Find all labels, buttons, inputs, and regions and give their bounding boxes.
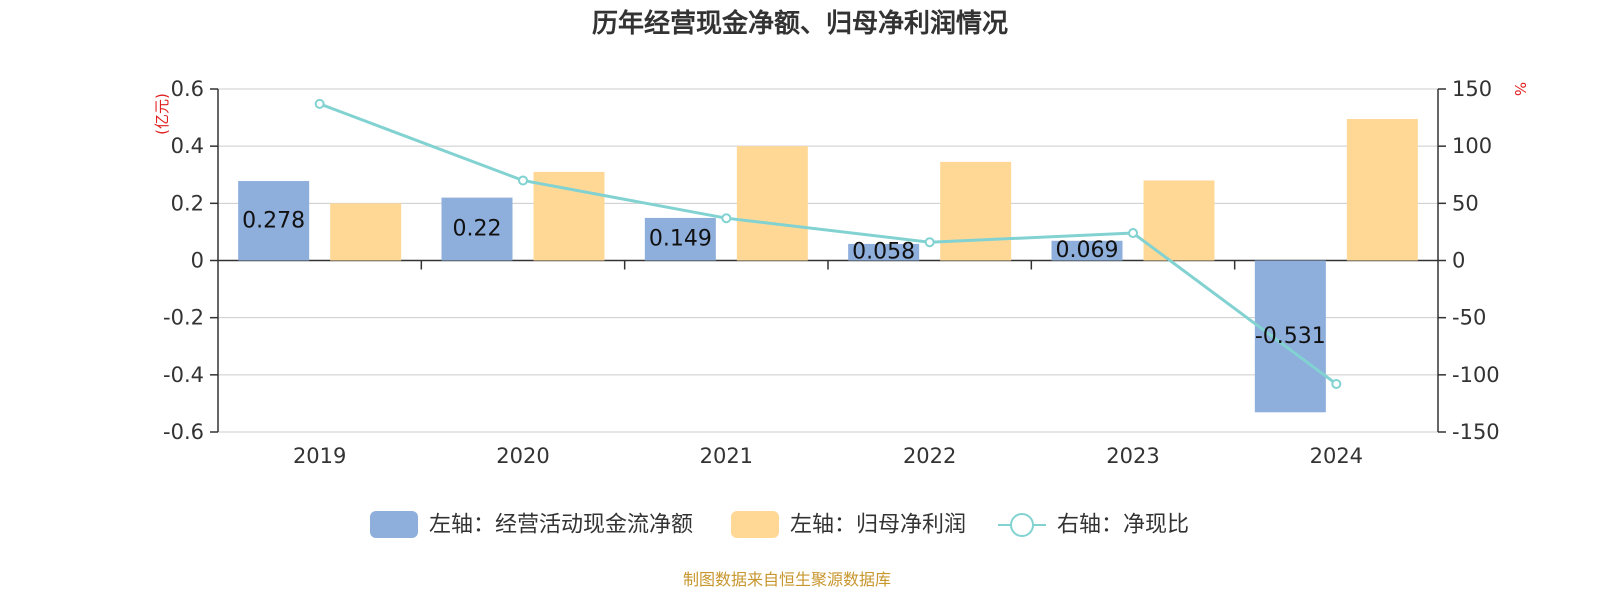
bar — [1346, 119, 1418, 261]
bar — [1254, 260, 1326, 413]
left-tick-label: -0.4 — [163, 363, 204, 387]
left-tick-label: 0.2 — [171, 191, 204, 215]
legend-swatch — [370, 511, 418, 538]
right-tick-label: 100 — [1452, 134, 1492, 158]
left-tick-label: -0.6 — [163, 420, 204, 444]
bar — [533, 171, 605, 261]
bar — [848, 243, 920, 261]
bar — [940, 161, 1012, 261]
left-tick-label: 0.4 — [171, 134, 204, 158]
grid — [218, 88, 1438, 433]
source-note: 制图数据来自恒生聚源数据库 — [683, 570, 891, 589]
right-tick-label: 0 — [1452, 249, 1465, 273]
line-point — [1331, 378, 1342, 389]
axes: 0.6 0.4 0.2 0 -0.2 -0.4 -0.6 150 100 50 0 -50 -100 -1… — [163, 77, 1500, 468]
bar — [238, 181, 310, 261]
line-path — [319, 102, 1338, 386]
line-series — [314, 98, 1342, 389]
x-tick-label: 2022 — [903, 444, 956, 468]
line-point — [1128, 228, 1138, 239]
legend-label: 右轴：净现比 — [1057, 513, 1189, 538]
right-tick-label: -100 — [1452, 363, 1500, 387]
bar-data-label: -0.531 — [1255, 324, 1326, 349]
x-tick-label: 2024 — [1310, 444, 1363, 468]
bars — [238, 119, 1418, 413]
x-tick-label: 2020 — [496, 444, 549, 468]
legend-marker — [1010, 513, 1034, 537]
legend-label: 左轴：归母净利润 — [790, 513, 966, 538]
bar-data-label: 0.22 — [453, 217, 502, 242]
x-tick-label: 2021 — [700, 444, 753, 468]
left-axis-unit: (亿元) — [153, 93, 171, 135]
right-tick-label: 50 — [1452, 191, 1479, 215]
bar — [644, 217, 716, 261]
legend-label: 左轴：经营活动现金流净额 — [429, 513, 693, 538]
chart-title: 历年经营现金净额、归母净利润情况 — [592, 8, 1008, 39]
x-tick-label: 2023 — [1106, 444, 1159, 468]
data-labels: 0.278 0.22 0.149 0.058 0.069 -0.531 — [242, 208, 1326, 349]
bar-data-label: 0.149 — [649, 227, 712, 252]
bar — [736, 146, 808, 261]
bar — [330, 203, 402, 261]
bar-data-label: 0.069 — [1056, 238, 1119, 263]
left-tick-label: -0.2 — [163, 306, 204, 330]
bar — [1143, 180, 1215, 261]
line-point — [518, 175, 528, 186]
right-tick-label: -150 — [1452, 420, 1500, 444]
left-tick-label: 0.6 — [171, 77, 204, 101]
bar — [441, 197, 513, 261]
x-tick-label: 2019 — [293, 444, 346, 468]
bar-data-label: 0.278 — [242, 208, 305, 233]
right-tick-label: -50 — [1452, 306, 1486, 330]
right-tick-label: 150 — [1452, 77, 1492, 101]
right-axis-unit: % — [1511, 82, 1529, 96]
line-point — [924, 237, 935, 248]
legend-swatch — [731, 511, 779, 538]
line-point — [314, 98, 325, 109]
bar — [1051, 240, 1123, 261]
left-tick-label: 0 — [191, 249, 204, 273]
legend: 左轴：经营活动现金流净额 左轴：归母净利润 右轴：净现比 — [370, 511, 1189, 538]
bar-data-label: 0.058 — [852, 240, 915, 265]
line-point — [721, 213, 732, 224]
